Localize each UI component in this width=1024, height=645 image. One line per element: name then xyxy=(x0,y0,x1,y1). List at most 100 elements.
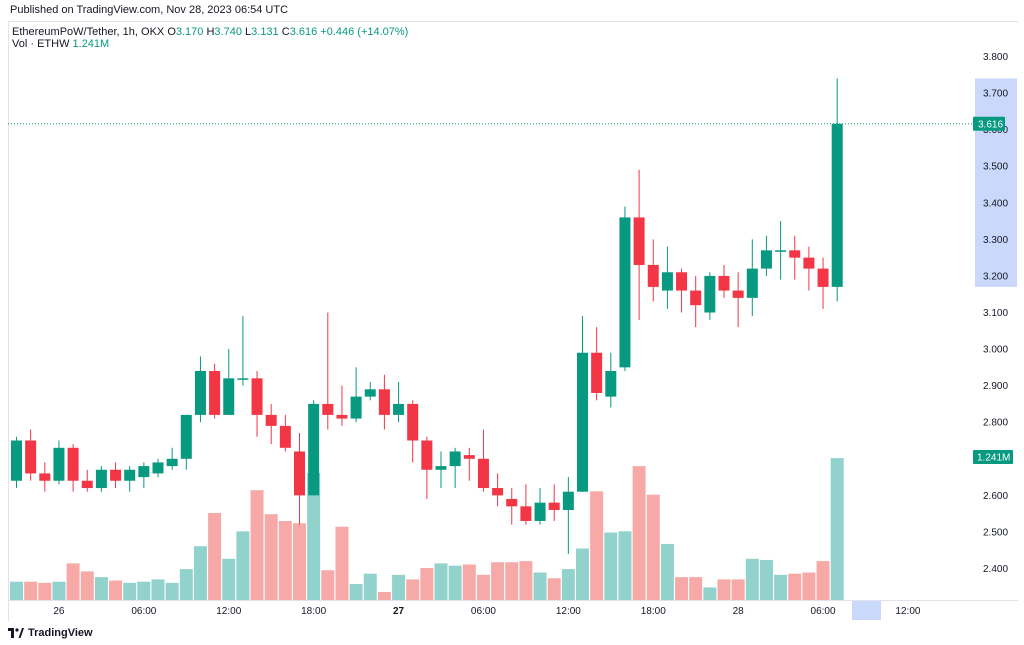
candle-body xyxy=(11,440,22,481)
candle-body xyxy=(562,491,574,510)
volume-bar xyxy=(547,578,561,600)
candle-body xyxy=(336,414,348,419)
candle-body xyxy=(477,458,489,489)
candle-body xyxy=(39,473,51,481)
volume-bar xyxy=(24,581,38,600)
candle-body xyxy=(647,264,659,287)
volume-bar xyxy=(193,546,207,600)
y-axis-tick-label: 3.200 xyxy=(983,271,1008,282)
symbol-name[interactable]: EthereumPoW/Tether, 1h, OKX xyxy=(12,26,165,38)
candle-body xyxy=(322,403,334,415)
y-axis-tick-label: 3.500 xyxy=(983,162,1008,173)
y-axis-tick-label: 2.600 xyxy=(983,491,1008,502)
volume-bar xyxy=(420,567,434,600)
volume-bar xyxy=(703,587,717,600)
volume-bar xyxy=(731,579,745,600)
candle-body xyxy=(548,502,560,510)
y-axis-tick-label: 3.700 xyxy=(983,89,1008,100)
volume-bar xyxy=(816,561,830,600)
low-value: 3.131 xyxy=(251,26,279,38)
volume-bar xyxy=(52,581,66,600)
volume-bar xyxy=(830,458,844,600)
volume-bar xyxy=(675,577,689,600)
candle-body xyxy=(180,414,192,459)
published-caption: Published on TradingView.com, Nov 28, 20… xyxy=(10,4,289,16)
volume-bar xyxy=(307,472,321,600)
candle-body xyxy=(449,451,461,467)
volume-bar xyxy=(406,579,420,600)
volume-legend: Vol · ETHW 1.241M xyxy=(12,38,109,50)
candle-body xyxy=(209,371,221,415)
volume-bar xyxy=(392,574,406,600)
candle-body xyxy=(506,499,518,507)
candle-body xyxy=(718,275,730,291)
x-axis-tick-label: 18:00 xyxy=(641,606,666,617)
candle-body xyxy=(194,371,206,415)
volume-bar xyxy=(434,563,448,600)
candle-body xyxy=(393,403,405,415)
y-axis-tick-label: 2.400 xyxy=(983,564,1008,575)
candle-body xyxy=(308,403,320,496)
volume-bar xyxy=(576,548,589,600)
volume-bar xyxy=(377,591,391,600)
open-value: 3.170 xyxy=(175,26,204,38)
candle-body xyxy=(661,272,673,291)
volume-bar xyxy=(94,577,108,600)
candle-body xyxy=(534,502,546,521)
ohlc-legend: EthereumPoW/Tether, 1h, OKX O3.170 H3.74… xyxy=(12,25,408,39)
candle-body xyxy=(53,447,65,481)
candle-body xyxy=(676,272,688,291)
volume-bar xyxy=(462,564,476,600)
last-price-badge xyxy=(973,116,1005,131)
volume-bar xyxy=(236,531,250,600)
high-label: H xyxy=(206,26,215,38)
volume-bar xyxy=(618,531,632,600)
y-axis-tick-label: 2.500 xyxy=(983,527,1008,538)
candle-body xyxy=(237,378,249,380)
volume-bar xyxy=(321,570,335,600)
candle-body xyxy=(378,389,390,415)
volume-bar xyxy=(222,558,236,600)
candle-body xyxy=(789,250,801,258)
y-axis-tick-label: 3.000 xyxy=(983,345,1008,356)
volume-value: 1.241M xyxy=(72,38,110,50)
candle-body xyxy=(746,268,758,298)
price-range-highlight xyxy=(975,78,1017,287)
candle-body xyxy=(605,371,617,397)
candle-body xyxy=(166,458,178,467)
candle-body xyxy=(124,469,136,481)
volume-bar xyxy=(448,565,462,600)
y-axis-tick-label: 3.400 xyxy=(983,198,1008,209)
volume-bar xyxy=(363,573,377,600)
volume-bar xyxy=(264,514,278,600)
volume-bar xyxy=(533,572,547,600)
volume-bar xyxy=(774,574,788,600)
volume-bar xyxy=(476,574,490,600)
candle-body xyxy=(138,466,150,478)
candle-body xyxy=(81,480,93,489)
candle-body xyxy=(407,403,419,441)
volume-bar xyxy=(123,582,137,600)
volume-bar xyxy=(66,563,80,600)
candle-body xyxy=(67,447,79,481)
volume-bar xyxy=(561,569,575,600)
volume-bar xyxy=(505,562,519,600)
candle-body xyxy=(633,217,645,265)
x-axis-tick-label: 27 xyxy=(393,606,405,617)
volume-bar xyxy=(80,571,94,600)
change-value: +0.446 (+14.07%) xyxy=(320,26,409,38)
x-axis-tick-label: 06:00 xyxy=(471,606,496,617)
tradingview-footer: TradingView xyxy=(8,627,93,639)
candle-body xyxy=(803,257,815,269)
volume-bar xyxy=(745,558,759,600)
candle-body xyxy=(619,217,631,368)
open-label: O xyxy=(167,26,176,38)
volume-bar xyxy=(109,580,123,600)
volume-bar xyxy=(802,572,816,600)
last-volume-badge xyxy=(973,450,1013,464)
x-axis-tick-label: 06:00 xyxy=(131,606,156,617)
x-axis-tick-label: 26 xyxy=(53,606,65,617)
last-price-label: 3.616 xyxy=(978,119,1003,130)
candle-body xyxy=(294,451,305,496)
